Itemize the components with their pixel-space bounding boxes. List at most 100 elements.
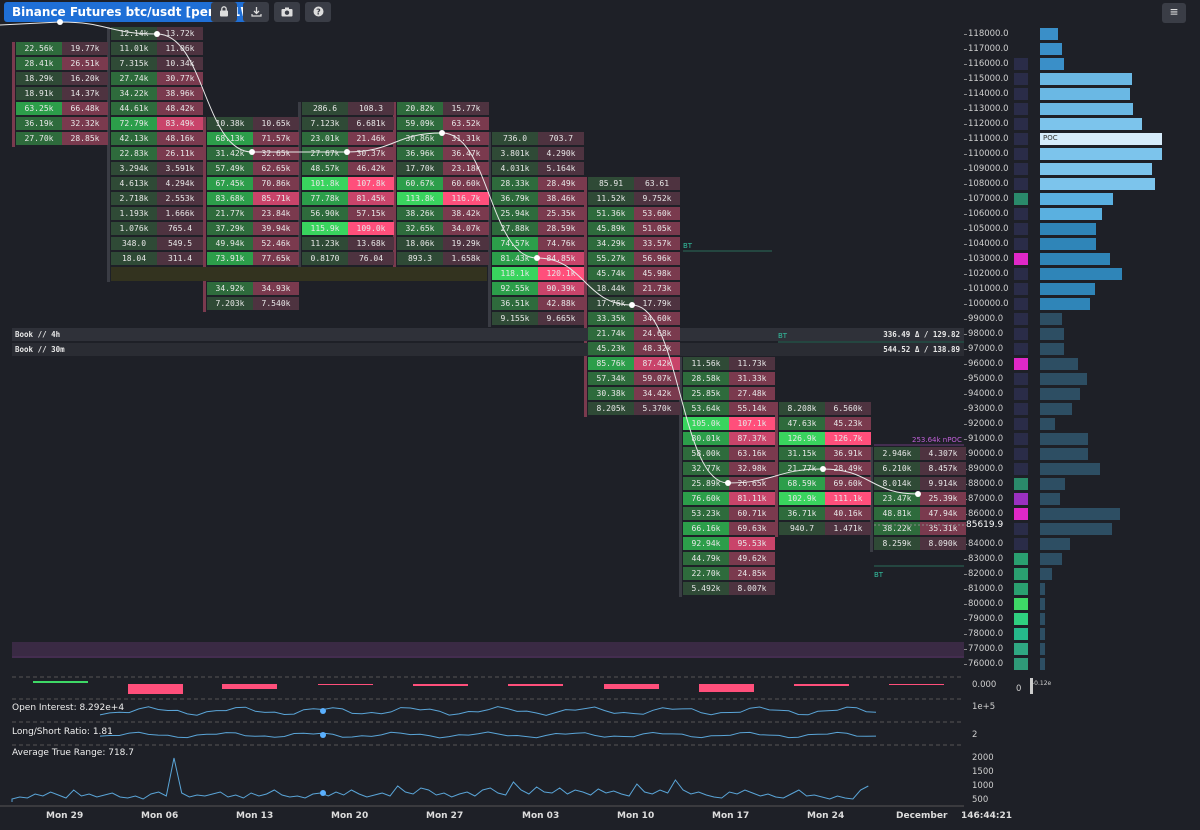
bid-volume-cell: 10.38k <box>207 117 253 130</box>
bid-volume-cell: 25.85k <box>683 387 729 400</box>
candle-body <box>203 117 206 312</box>
ask-volume-cell: 55.14k <box>729 402 775 415</box>
heat-marker <box>1014 583 1028 595</box>
book-label: Book // 4h <box>15 330 61 339</box>
price-tick <box>964 349 967 350</box>
price-tick <box>964 304 967 305</box>
ask-volume-cell: 39.94k <box>253 222 299 235</box>
delta-bar <box>794 684 849 686</box>
bid-volume-cell: 18.04 <box>111 252 157 265</box>
ask-volume-cell: 8.090k <box>920 537 966 550</box>
bid-volume-cell: 68.59k <box>779 477 825 490</box>
heat-marker <box>1014 178 1028 190</box>
ask-volume-cell: 14.37k <box>62 87 108 100</box>
heat-marker <box>1014 568 1028 580</box>
x-axis-label: Mon 27 <box>426 811 464 821</box>
bid-volume-cell: 38.22k <box>874 522 920 535</box>
bid-volume-cell: 7.123k <box>302 117 348 130</box>
heat-marker <box>1014 403 1028 415</box>
bid-volume-cell: 77.78k <box>302 192 348 205</box>
long-short-axis: 2 <box>972 730 978 740</box>
ask-volume-cell: 23.18k <box>443 162 489 175</box>
bid-volume-cell: 47.63k <box>779 417 825 430</box>
volume-profile-bar <box>1040 343 1064 355</box>
ask-volume-cell: 9.914k <box>920 477 966 490</box>
volume-profile-bar <box>1040 193 1113 205</box>
volume-profile-bar <box>1040 448 1088 460</box>
price-tick <box>964 229 967 230</box>
price-tick-label: 96000.0 <box>968 359 1004 369</box>
price-tick <box>964 604 967 605</box>
ask-volume-cell: 4.290k <box>538 147 584 160</box>
bid-volume-cell: 7.315k <box>111 57 157 70</box>
price-tick-label: 88000.0 <box>968 479 1004 489</box>
download-icon[interactable] <box>243 2 269 22</box>
camera-icon[interactable] <box>274 2 300 22</box>
open-interest-label: Open Interest: 8.292e+4 <box>12 703 125 713</box>
ask-volume-cell: 53.60k <box>634 207 680 220</box>
price-tick <box>964 259 967 260</box>
ask-volume-cell: 63.61 <box>634 177 680 190</box>
bid-volume-cell: 80.01k <box>683 432 729 445</box>
long-short-line <box>99 731 877 739</box>
bid-volume-cell: 49.94k <box>207 237 253 250</box>
heat-marker <box>1014 133 1028 145</box>
ask-volume-cell: 16.20k <box>62 72 108 85</box>
delta-bar <box>604 684 659 689</box>
lock-icon[interactable] <box>211 2 237 22</box>
npoc-label: 374.35k nPOC <box>912 646 962 654</box>
ask-volume-cell: 84.85k <box>538 252 584 265</box>
bid-volume-cell: 1.193k <box>111 207 157 220</box>
price-tick <box>964 169 967 170</box>
ask-volume-cell: 11.73k <box>729 357 775 370</box>
bid-volume-cell: 21.77k <box>779 462 825 475</box>
ask-volume-cell: 46.32k <box>253 267 299 280</box>
price-tick <box>964 364 967 365</box>
volume-profile-bar <box>1040 418 1055 430</box>
ask-volume-cell: 116.7k <box>443 192 489 205</box>
crosshair-dot <box>320 708 326 714</box>
bid-volume-cell: 118.1k <box>492 267 538 280</box>
ask-volume-cell: 33.57k <box>634 237 680 250</box>
heat-marker <box>1014 328 1028 340</box>
book-label: Book // 30m <box>15 345 65 354</box>
ask-volume-cell: 77.65k <box>253 252 299 265</box>
bid-volume-cell: 8.208k <box>779 402 825 415</box>
price-tick-label: 93000.0 <box>968 404 1004 414</box>
bid-volume-cell: 37.29k <box>207 222 253 235</box>
delta-bar <box>699 684 754 692</box>
price-tick-label: 91000.0 <box>968 434 1004 444</box>
price-tick-label: 92000.0 <box>968 419 1004 429</box>
ask-volume-cell: 10.65k <box>253 117 299 130</box>
bid-volume-cell: 27.67k <box>302 147 348 160</box>
ask-volume-cell: 38.42k <box>443 207 489 220</box>
price-tick-label: 78000.0 <box>968 629 1004 639</box>
price-tick-label: 106000.0 <box>968 209 1009 219</box>
price-tick <box>964 334 967 335</box>
help-icon[interactable]: ? <box>305 2 331 22</box>
ask-volume-cell: 19.29k <box>443 237 489 250</box>
heat-marker <box>1014 103 1028 115</box>
heat-marker <box>1014 73 1028 85</box>
price-tick-label: 90000.0 <box>968 449 1004 459</box>
bid-volume-cell: 8.014k <box>874 477 920 490</box>
ask-volume-cell: 51.05k <box>634 222 680 235</box>
price-tick-label: 108000.0 <box>968 179 1009 189</box>
price-tick-label: 104000.0 <box>968 239 1009 249</box>
bid-volume-cell: 1.076k <box>111 222 157 235</box>
bid-volume-cell: 74.57k <box>492 237 538 250</box>
bid-volume-cell: 4.613k <box>111 177 157 190</box>
bid-volume-cell: 126.9k <box>779 432 825 445</box>
heat-marker <box>1014 613 1028 625</box>
bid-volume-cell: 60.67k <box>397 177 443 190</box>
bid-volume-cell: 27.70k <box>16 132 62 145</box>
chart-title-button[interactable]: Binance Futures btc/usdt [perp] 1W <box>4 2 262 22</box>
bid-volume-cell: 57.49k <box>207 162 253 175</box>
ask-volume-cell: 63.52k <box>443 117 489 130</box>
price-tick <box>964 274 967 275</box>
heat-marker <box>1014 238 1028 250</box>
bid-volume-cell: 2.718k <box>111 192 157 205</box>
volume-profile-bar <box>1040 463 1100 475</box>
ask-volume-cell: 8.457k <box>920 462 966 475</box>
menu-icon[interactable]: ≡ <box>1162 3 1186 23</box>
